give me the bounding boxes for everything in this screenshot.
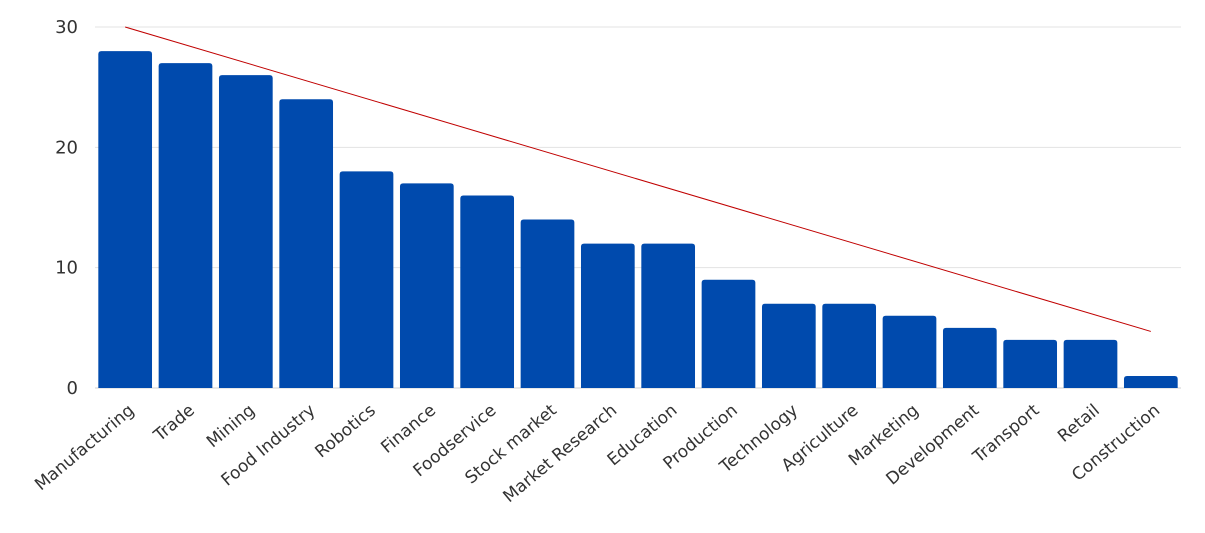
bar [460,195,515,388]
bar [942,327,997,388]
y-tick-label: 20 [55,137,78,158]
x-tick-label: Robotics [312,400,380,462]
bar [1063,339,1118,388]
bar [399,183,454,388]
bar [158,63,213,388]
bar [580,243,635,388]
y-tick-label: 0 [67,378,78,399]
gridlines [95,26,1181,389]
x-tick-label: Manufacturing [31,401,138,495]
y-tick-label: 30 [55,17,78,38]
y-axis: 0 10 20 30 [55,17,78,399]
bar [701,279,756,388]
x-tick-label: Transport [969,400,1044,467]
bar [1123,375,1178,388]
bar [882,315,937,388]
bar [761,303,816,388]
x-tick-label: Market Research [500,401,622,507]
bar [1003,339,1058,388]
y-tick-label: 10 [55,258,78,279]
bar [279,99,334,388]
bar [218,75,273,388]
bars [98,51,1178,389]
x-tick-label: Retail [1054,401,1104,447]
bar [339,171,394,388]
trendline-group [125,26,1151,332]
trendline [125,26,1151,332]
x-tick-label: Mining [203,401,259,453]
x-tick-label: Trade [149,401,198,447]
bar [98,51,153,389]
bar [520,219,575,388]
bar [822,303,877,388]
bar [641,243,696,388]
